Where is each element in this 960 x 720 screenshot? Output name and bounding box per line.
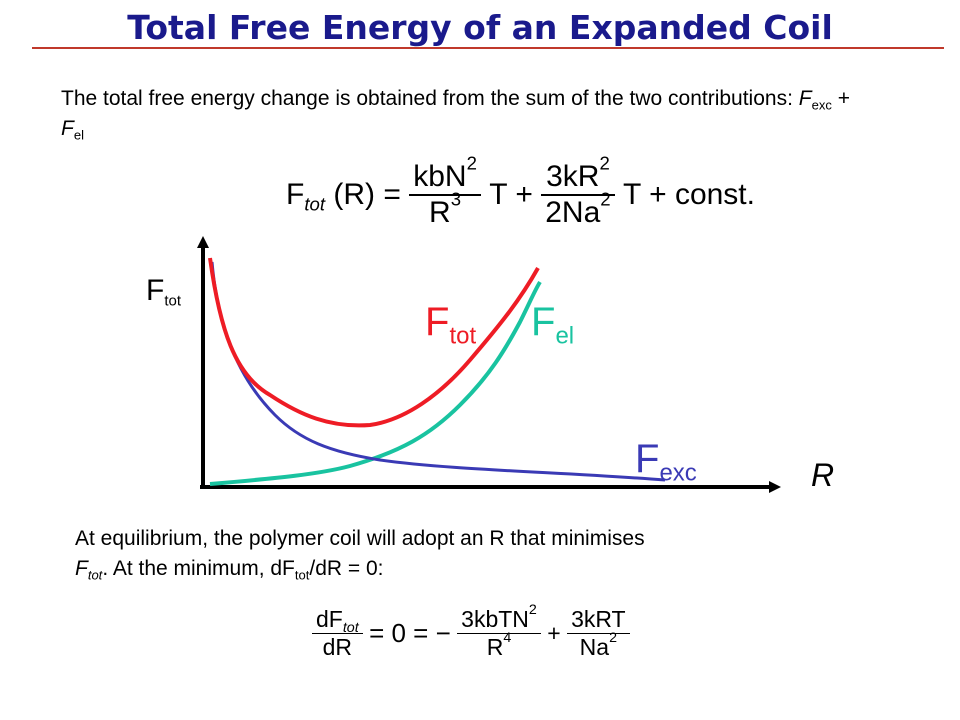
intro-paragraph: The total free energy change is obtained… — [61, 84, 861, 144]
eq2-plus: + — [547, 620, 561, 646]
intro-f2: F — [61, 117, 74, 140]
equilibrium-paragraph: At equilibrium, the polymer coil will ad… — [75, 527, 645, 583]
intro-text: The total free energy change is obtained… — [61, 87, 793, 110]
fexc-curve — [210, 261, 666, 482]
fel-curve-label: Fel — [531, 300, 575, 350]
fexc-curve-label: Fexc — [635, 437, 697, 487]
eq1-term2-var: T + const. — [622, 178, 755, 211]
ftot-curve-label: Ftot — [425, 300, 477, 350]
equilibrium-f: F — [75, 557, 88, 580]
intro-el: el — [73, 127, 84, 143]
y-axis-label: Ftot — [146, 274, 182, 310]
equilibrium-line2a: . At the minimum, dF — [102, 557, 295, 580]
eq2-derivative-fraction: dFtot dR — [312, 606, 363, 661]
eq2-mid: = 0 = − — [369, 618, 451, 648]
x-axis-label: R — [811, 457, 835, 493]
ftot-curve — [208, 257, 540, 428]
intro-exc: exc — [811, 97, 832, 113]
eq1-term1-fraction: kbN2 R3 — [409, 153, 481, 230]
fel-curve — [209, 280, 542, 486]
intro-plus: + — [837, 87, 850, 110]
eq1-term2-fraction: 3kR2 2Na2 — [541, 153, 615, 230]
total-free-energy-equation: Ftot (R) = kbN2 R3 T + 3kR2 2Na2 T + con… — [286, 153, 755, 230]
eq1-term1-var: T + — [489, 178, 533, 211]
equilibrium-line1: At equilibrium, the polymer coil will ad… — [75, 527, 645, 550]
equilibrium-line2b: /dR = 0: — [309, 557, 384, 580]
title-underline — [32, 47, 944, 49]
eq2-term1-fraction: 3kbTN2 R4 — [457, 603, 541, 661]
eq1-lhs: Ftot (R) = — [286, 178, 401, 215]
minimum-condition-equation: dFtot dR = 0 = − 3kbTN2 R4 + 3kRT Na2 — [312, 603, 630, 661]
intro-f1: F — [798, 87, 812, 110]
eq2-term2-fraction: 3kRT Na2 — [567, 606, 630, 661]
slide-title: Total Free Energy of an Expanded Coil — [127, 8, 833, 47]
